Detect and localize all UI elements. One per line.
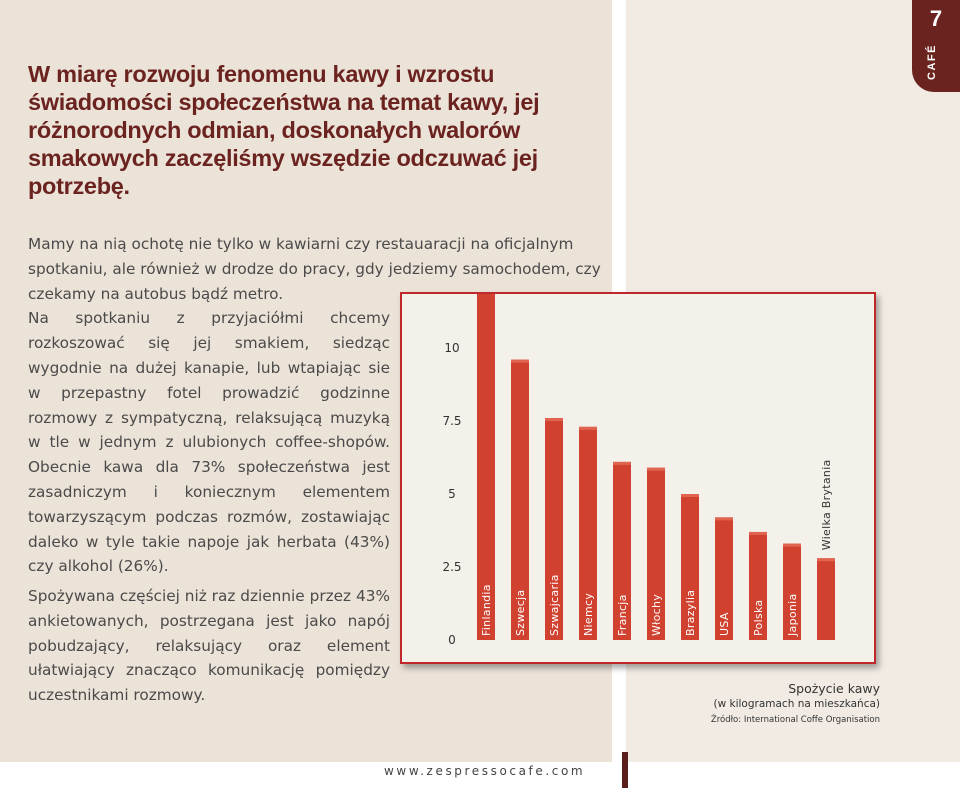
bar-top [647, 467, 665, 471]
category-label: USA [718, 612, 731, 636]
category-label: Francja [616, 594, 629, 636]
bar [749, 531, 767, 640]
bar-top [715, 517, 733, 521]
paragraph-text: Na spotkaniu z przyjaciółmi chcemy rozko… [28, 309, 390, 576]
category-label: Szwajcaria [548, 574, 561, 636]
article-paragraph-1: Mamy na nią ochotę nie tylko w kawiarni … [28, 232, 608, 579]
y-tick-label: 0 [448, 633, 456, 647]
chart-caption-title: Spożycie kawy [788, 681, 880, 696]
bar [579, 426, 597, 640]
y-tick-label: 7.5 [442, 414, 461, 428]
category-label: Japonia [786, 593, 799, 637]
bar [477, 294, 495, 640]
category-label: Brazylia [684, 590, 697, 636]
category-label: Wielka Brytania [820, 459, 833, 550]
bar [647, 467, 665, 640]
category-label: Włochy [650, 594, 663, 636]
bar-top [545, 418, 563, 422]
bar-top [681, 494, 699, 497]
category-label: Niemcy [582, 593, 595, 636]
headline: W miarę rozwoju fenomenu kawy i wzrostu … [28, 61, 540, 199]
y-tick-label: 5 [448, 487, 456, 501]
bar [613, 461, 631, 640]
bar-top [511, 359, 529, 363]
bar [783, 543, 801, 640]
y-tick-label: 10 [444, 341, 459, 355]
bar-top [613, 461, 631, 465]
bar-top [783, 543, 801, 547]
footer [0, 762, 960, 788]
page-tab: 7 CAFÉ [912, 0, 960, 92]
paragraph-text: Mamy na nią ochotę nie tylko w kawiarni … [28, 235, 601, 303]
article-paragraph-2: Spożywana częściej niż raz dziennie prze… [28, 587, 390, 705]
chart-caption-source: Źródło: International Coffe Organisation [710, 715, 880, 725]
bar [817, 558, 835, 640]
bar-top [817, 558, 835, 562]
bar [715, 517, 733, 640]
chart-caption-subtitle: (w kilogramach na mieszkańca) [713, 698, 880, 710]
page-number: 7 [929, 6, 943, 31]
y-tick-label: 2.5 [442, 560, 461, 574]
footer-divider [622, 752, 628, 788]
coffee-consumption-chart: 0 2.5 5 7.5 10 Finlandia Szwecja Szwajcaria Niem… [400, 292, 876, 664]
category-label: Szwecja [514, 590, 527, 636]
category-label: Finlandia [480, 584, 493, 636]
bar-top [749, 531, 767, 535]
bar [681, 494, 699, 640]
section-label: CAFÉ [926, 44, 938, 80]
chart-svg: 0 2.5 5 7.5 10 Finlandia Szwecja Szwajcaria Niem… [442, 294, 835, 647]
category-label: Polska [752, 600, 765, 636]
footer-url[interactable]: www.zespressocafe.com [384, 764, 586, 778]
bar [545, 418, 563, 640]
bar [511, 359, 529, 640]
bar-top [579, 426, 597, 430]
